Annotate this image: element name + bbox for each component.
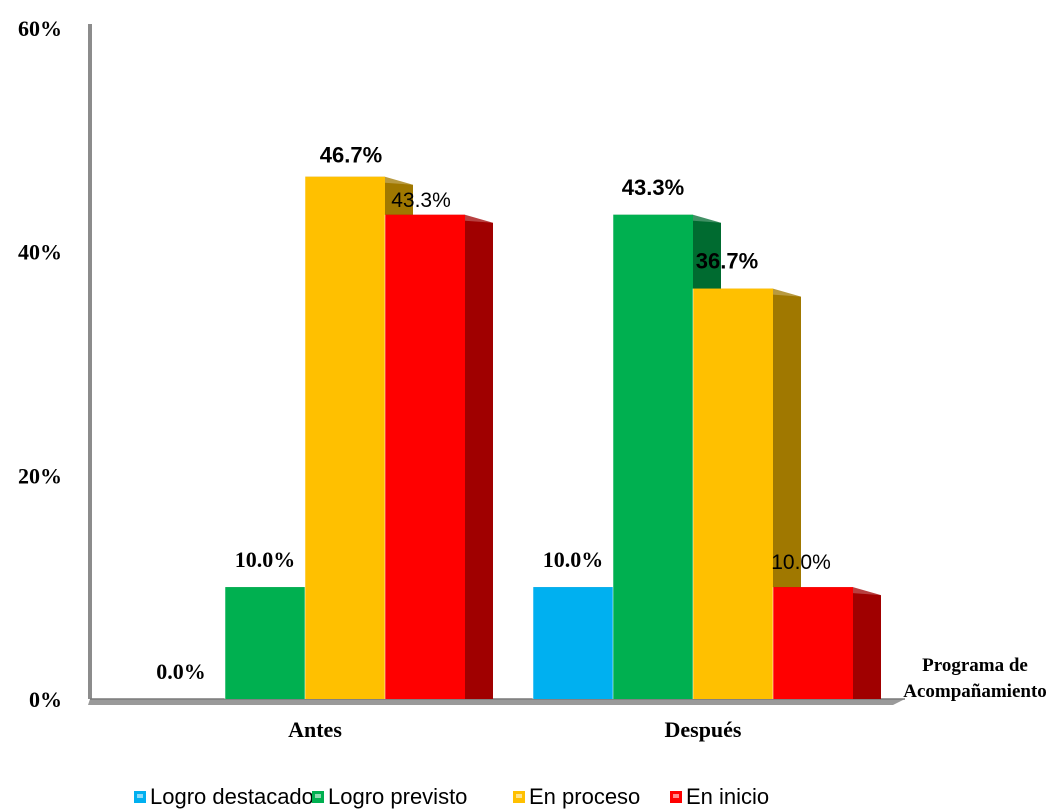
data-label: 10.0% — [235, 547, 296, 572]
legend-swatch-shine — [315, 794, 321, 798]
legend-item-en-inicio: En inicio — [670, 784, 769, 809]
data-label: 10.0% — [543, 547, 604, 572]
bar-front — [225, 587, 305, 699]
legend-swatch-shine — [673, 794, 679, 798]
legend-item-en-proceso: En proceso — [513, 784, 640, 809]
chart-data-labels: 0.0% 10.0% 46.7% 43.3% 10.0% 43.3% 36.7% 10.0% — [156, 143, 831, 684]
bar-front — [613, 214, 693, 700]
bar-front — [693, 288, 773, 699]
legend-item-logro-destacado: Logro destacado — [134, 784, 314, 809]
legend-label: En proceso — [529, 784, 640, 809]
chart-legend: Logro destacado Logro previsto En proceso E… — [134, 784, 769, 809]
y-tick-label: 40% — [18, 240, 62, 265]
data-label: 10.0% — [771, 551, 831, 574]
bar-en-inicio-antes — [384, 214, 493, 700]
bar-side — [465, 220, 493, 700]
bar-front — [773, 587, 853, 699]
chart-axis-labels: 0% 20% 40% 60% Antes Después Programa de Acompa… — [18, 16, 1047, 742]
legend-item-logro-previsto: Logro previsto — [312, 784, 467, 809]
data-label: 43.3% — [391, 189, 451, 212]
y-axis-line — [88, 24, 92, 699]
x-category-label: Antes — [288, 717, 342, 742]
data-label: 36.7% — [696, 249, 758, 274]
legend-swatch-shine — [516, 794, 522, 798]
legend-label: Logro destacado — [150, 784, 314, 809]
legend-swatch-shine — [137, 794, 143, 798]
legend-label: Logro previsto — [328, 784, 467, 809]
x-axis-title-line: Acompañamiento — [903, 681, 1047, 702]
y-tick-label: 20% — [18, 463, 62, 488]
data-label: 43.3% — [622, 175, 684, 200]
bar-en-inicio-después — [772, 587, 881, 699]
x-axis-title-line: Programa de — [922, 655, 1028, 676]
bar-front — [533, 587, 613, 699]
x-category-label: Después — [664, 717, 741, 742]
data-label: 46.7% — [320, 143, 382, 168]
x-axis-floor — [88, 699, 905, 705]
bar-front — [385, 214, 465, 700]
legend-label: En inicio — [686, 784, 769, 809]
x-axis-title: Programa de Acompañamiento — [903, 655, 1047, 702]
bar-front — [305, 176, 385, 699]
y-tick-label: 0% — [29, 687, 62, 712]
y-tick-label: 60% — [18, 16, 62, 41]
bar-side — [853, 593, 881, 699]
chart-bars — [224, 176, 881, 700]
data-label: 0.0% — [156, 659, 206, 684]
